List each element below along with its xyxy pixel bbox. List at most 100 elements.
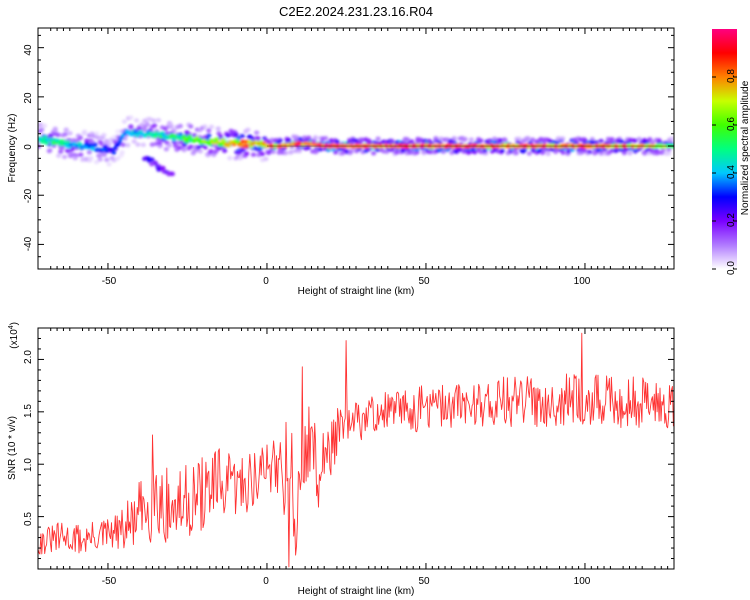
bottom-xtick-label: 100	[574, 576, 591, 587]
spectrogram-cell	[93, 159, 100, 165]
top-xaxis-label: Height of straight line (km)	[298, 286, 415, 297]
spectrogram-cell	[101, 152, 107, 157]
spectrogram-cell	[400, 148, 406, 153]
top-ytick-label: 40	[23, 44, 34, 56]
spectrogram-cell	[312, 135, 319, 140]
spectrogram-cell	[131, 139, 137, 144]
spectrogram-cell	[525, 135, 531, 141]
spectrogram-cell	[47, 148, 53, 153]
spectrogram-cell	[233, 132, 239, 137]
spectrogram-cell	[81, 130, 88, 136]
spectrogram-ridge-cell	[112, 146, 118, 151]
spectrogram-cell	[106, 162, 112, 167]
top-xtick-label: 100	[574, 276, 591, 287]
spectrogram-cell	[137, 126, 143, 131]
spectrogram-cell	[215, 126, 221, 131]
spectrogram-cells	[38, 115, 674, 177]
spectrogram-cell	[371, 151, 377, 156]
spectrogram-cell	[468, 137, 474, 142]
spectrogram-cell	[526, 151, 532, 156]
spectrogram-cell	[421, 150, 427, 156]
spectrogram-cell	[334, 139, 340, 145]
spectrogram-cell	[348, 149, 354, 154]
spectrogram-cell	[181, 147, 187, 153]
spectrogram-ridge-cell	[187, 134, 193, 139]
spectrogram-cell	[222, 148, 228, 153]
spectrogram-cell	[259, 152, 266, 157]
spectrogram-ridge-cell	[214, 137, 220, 142]
spectrogram-cell	[323, 135, 329, 141]
spectrogram-cell	[77, 136, 83, 141]
spectrogram-cell	[177, 123, 183, 129]
bottom-ytick-label: 1.0	[23, 458, 34, 472]
colorbar-tick-label: 0.2	[726, 213, 737, 227]
spectrogram-cell	[172, 143, 179, 148]
spectrogram-cell	[212, 149, 218, 155]
spectrogram-cell	[63, 127, 69, 133]
spectrogram-cell	[197, 149, 203, 154]
bottom-ytick-label: 1.5	[23, 404, 34, 418]
spectrogram-cell	[649, 139, 655, 145]
spectrogram-cell	[86, 150, 92, 155]
spectrogram-cell	[84, 138, 90, 143]
spectrogram-cell	[554, 140, 560, 145]
colorbar-label: Normalized spectral amplitude	[740, 80, 750, 215]
spectrogram-ridge-cell	[102, 144, 108, 149]
spectrogram-cell	[156, 167, 162, 172]
spectrogram-cell	[239, 133, 246, 139]
spectrogram-cell	[237, 150, 243, 156]
spectrogram-cell	[59, 146, 65, 151]
spectrogram-ridge-cell	[181, 134, 187, 139]
spectrogram-cell	[149, 142, 155, 147]
spectrogram-cell	[206, 128, 212, 133]
spectrogram-cell	[188, 124, 194, 129]
spectrogram-ridge-cell	[89, 146, 95, 151]
snr-panel: -50 0 50 100 0.5 1.0 1.5 2.0 (x104) Heig…	[7, 322, 675, 597]
spectrogram-cell	[134, 118, 140, 123]
spectrogram-cell	[225, 133, 231, 138]
colorbar-ticks	[712, 76, 737, 270]
spectrogram-cell	[306, 135, 312, 140]
spectrogram-cell	[72, 156, 78, 161]
spectrogram-cell	[530, 137, 536, 142]
spectrogram-cell	[97, 157, 103, 162]
spectrogram-cell	[152, 123, 158, 128]
spectrogram-cell	[208, 148, 214, 154]
spectrogram-cell	[202, 124, 208, 129]
spectrogram-cell	[263, 156, 269, 162]
spectrogram-cell	[115, 156, 121, 161]
colorbar-tick-label: 0.8	[726, 69, 737, 83]
spectrogram-cell	[39, 127, 45, 132]
spectrogram-cell	[52, 126, 58, 132]
spectrogram-cell	[121, 119, 128, 124]
spectrogram-cell	[237, 156, 243, 161]
spectrogram-cell	[190, 150, 196, 156]
spectrogram-ridge-cell	[221, 139, 227, 144]
top-xtick-label: 50	[418, 276, 430, 287]
spectrogram-cell	[249, 136, 255, 141]
spectrogram-cell	[62, 132, 68, 137]
spectrogram-ticks	[37, 28, 675, 270]
spectrogram-cell	[621, 150, 627, 156]
spectrogram-cell	[250, 152, 257, 157]
colorbar-tick-label: 0.4	[726, 165, 737, 179]
spectrogram-cell	[155, 118, 162, 123]
bottom-xtick-label: -50	[102, 576, 117, 587]
scale-exponent: 4	[8, 325, 15, 329]
spectrogram-cell	[409, 139, 415, 144]
spectrogram-cell	[67, 131, 73, 136]
spectrogram-cell	[41, 123, 48, 128]
spectrogram-cell	[277, 138, 283, 143]
spectrogram-cell	[283, 150, 289, 156]
spectrogram-cell	[111, 134, 117, 140]
spectrogram-cell	[286, 137, 292, 143]
spectrogram-cell	[451, 136, 457, 141]
spectrogram-cell	[104, 157, 110, 163]
spectrogram-ridge-cell	[218, 142, 224, 147]
spectrogram-ridge-cell	[132, 129, 138, 134]
bottom-scale-note: (x104)	[8, 322, 20, 349]
bottom-yaxis-label: SNR (10 * v/v)	[7, 416, 18, 480]
spectrogram-ridge-cell	[77, 141, 82, 146]
spectrogram-cell	[119, 150, 125, 155]
